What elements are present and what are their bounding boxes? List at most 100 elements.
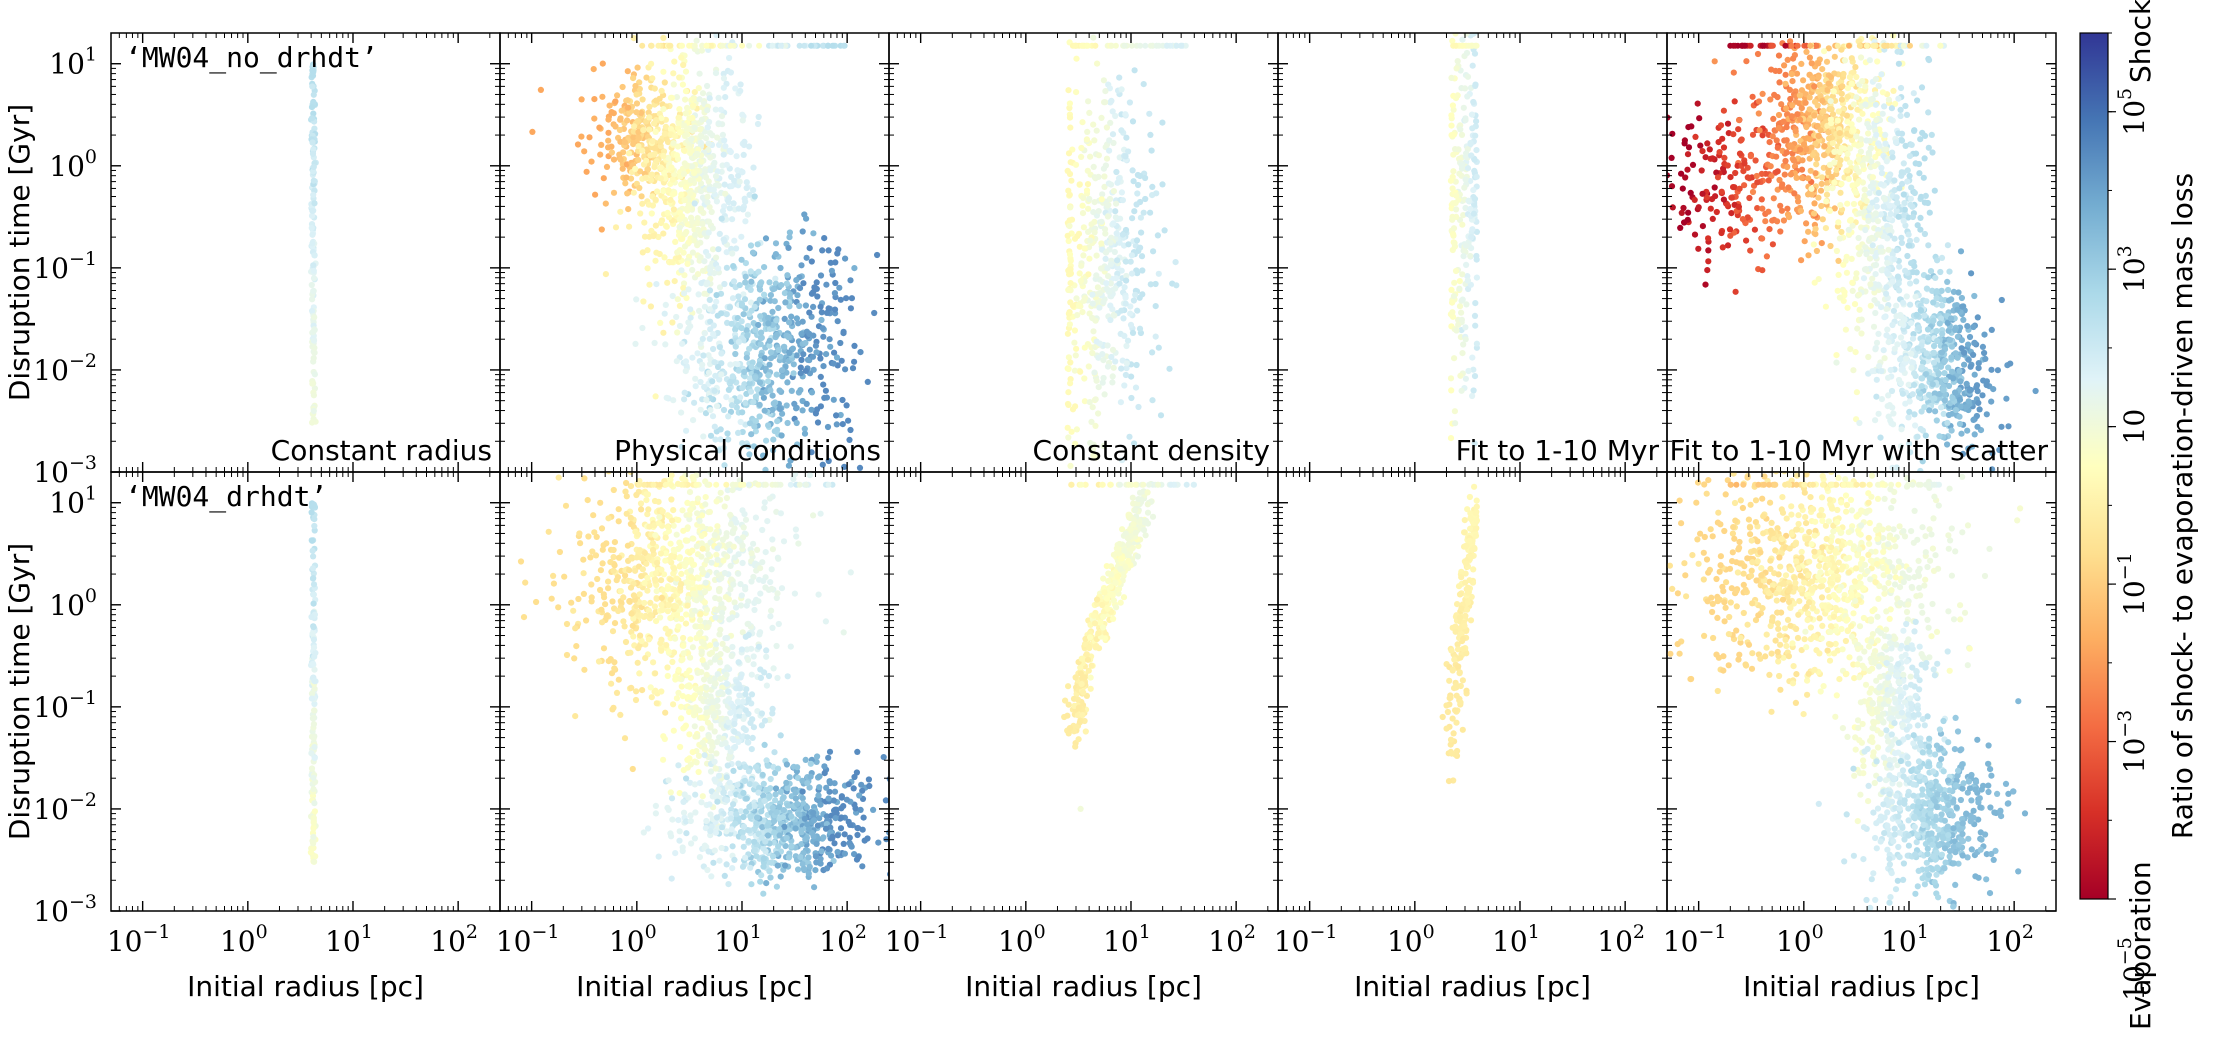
data-point bbox=[803, 400, 810, 407]
data-point bbox=[1098, 218, 1105, 225]
data-point bbox=[746, 420, 754, 427]
data-point bbox=[683, 163, 690, 170]
data-point bbox=[757, 335, 765, 342]
data-point bbox=[1448, 122, 1455, 129]
data-point bbox=[635, 143, 642, 150]
data-point bbox=[769, 308, 776, 315]
data-point bbox=[739, 409, 746, 416]
data-point bbox=[727, 586, 734, 593]
data-point bbox=[707, 167, 714, 174]
data-point bbox=[1871, 297, 1878, 304]
data-point bbox=[1471, 167, 1478, 174]
data-point bbox=[1702, 281, 1709, 288]
data-point bbox=[1956, 420, 1964, 428]
data-point bbox=[1783, 149, 1790, 156]
data-point bbox=[1142, 42, 1149, 49]
data-point bbox=[678, 181, 685, 188]
data-point bbox=[712, 372, 719, 379]
data-point bbox=[311, 700, 318, 708]
data-point bbox=[837, 339, 844, 347]
data-point bbox=[1982, 355, 1989, 362]
data-point bbox=[1924, 326, 1932, 333]
data-point bbox=[672, 238, 679, 245]
data-point bbox=[802, 302, 810, 309]
data-point bbox=[1707, 205, 1714, 212]
data-point bbox=[808, 258, 815, 265]
data-point bbox=[1456, 170, 1463, 177]
data-point bbox=[746, 380, 753, 387]
data-point bbox=[1149, 397, 1156, 404]
data-point bbox=[1913, 311, 1920, 318]
data-point bbox=[1114, 493, 1120, 499]
data-point bbox=[626, 223, 633, 230]
data-point bbox=[1888, 42, 1895, 49]
data-point bbox=[679, 235, 686, 242]
data-point bbox=[1643, 76, 1649, 82]
data-point bbox=[1146, 110, 1153, 117]
data-point bbox=[739, 428, 746, 436]
data-point bbox=[1906, 398, 1913, 405]
data-point bbox=[1720, 107, 1727, 114]
data-point bbox=[744, 332, 751, 339]
data-point bbox=[711, 359, 718, 366]
data-point bbox=[1930, 317, 1937, 324]
data-point bbox=[779, 367, 786, 374]
data-point bbox=[1122, 294, 1129, 301]
data-point bbox=[600, 175, 607, 182]
data-point bbox=[1694, 100, 1701, 107]
data-point bbox=[1728, 210, 1735, 217]
data-point bbox=[1149, 42, 1156, 49]
data-point bbox=[1788, 42, 1795, 49]
data-point bbox=[662, 301, 669, 308]
data-point bbox=[1072, 403, 1079, 410]
data-point bbox=[1130, 178, 1137, 185]
data-point bbox=[597, 151, 604, 158]
data-point bbox=[1811, 200, 1818, 207]
data-point bbox=[1473, 13, 1479, 19]
data-point bbox=[713, 33, 720, 39]
data-point bbox=[1072, 440, 1079, 447]
data-point bbox=[1818, 202, 1825, 210]
data-point bbox=[310, 833, 317, 841]
data-point bbox=[687, 314, 694, 321]
data-point bbox=[761, 407, 768, 414]
data-point bbox=[1095, 173, 1102, 180]
data-point bbox=[712, 173, 720, 180]
data-point bbox=[832, 279, 839, 287]
data-point bbox=[1128, 42, 1135, 49]
data-point bbox=[744, 211, 752, 218]
data-point bbox=[719, 42, 726, 49]
data-point bbox=[823, 281, 830, 288]
data-point bbox=[655, 233, 662, 241]
data-point bbox=[663, 223, 670, 230]
data-point bbox=[602, 200, 609, 207]
data-point bbox=[648, 227, 655, 234]
data-point bbox=[698, 280, 705, 287]
data-point bbox=[1897, 443, 1905, 450]
data-point bbox=[1930, 359, 1938, 366]
data-point bbox=[1998, 423, 2005, 430]
data-point bbox=[1769, 133, 1776, 140]
data-point bbox=[1898, 239, 1905, 246]
data-point bbox=[1113, 497, 1119, 503]
data-point bbox=[1857, 136, 1865, 143]
data-point bbox=[1902, 24, 1908, 30]
data-point bbox=[660, 106, 667, 113]
data-point bbox=[1867, 145, 1874, 152]
data-point bbox=[1882, 140, 1889, 147]
data-point bbox=[1470, 387, 1477, 394]
data-point bbox=[311, 678, 318, 685]
data-point bbox=[1121, 284, 1128, 291]
data-point bbox=[1098, 265, 1105, 272]
data-point bbox=[740, 291, 747, 298]
data-point bbox=[693, 37, 700, 44]
data-point bbox=[660, 329, 667, 336]
data-point bbox=[1089, 300, 1096, 307]
data-point bbox=[1064, 330, 1071, 337]
data-point bbox=[1692, 133, 1699, 140]
data-point bbox=[1837, 202, 1844, 209]
data-point bbox=[1911, 189, 1918, 197]
data-point bbox=[674, 296, 681, 303]
data-point bbox=[1720, 196, 1727, 203]
data-point bbox=[1713, 169, 1720, 176]
